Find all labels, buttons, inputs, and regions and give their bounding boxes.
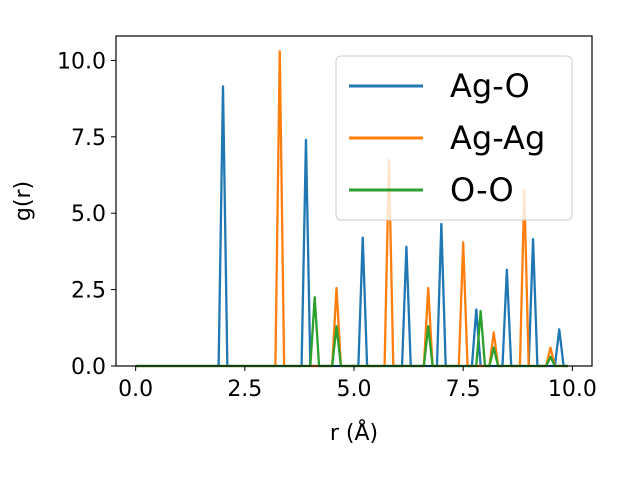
legend: Ag-O Ag-Ag O-O	[335, 55, 573, 221]
legend-label-ag-o: Ag-O	[450, 67, 530, 105]
legend-label-o-o: O-O	[450, 171, 514, 209]
y-axis: 0.0 2.5 5.0 7.5 10.0	[57, 49, 116, 380]
y-tick-label: 2.5	[71, 279, 106, 304]
legend-label-ag-ag: Ag-Ag	[450, 119, 545, 157]
y-axis-label: g(r)	[11, 181, 36, 221]
y-tick-label: 10.0	[57, 49, 106, 74]
x-tick-label: 5.0	[337, 377, 372, 402]
y-tick-label: 0.0	[71, 355, 106, 380]
y-tick-label: 5.0	[71, 202, 106, 227]
series-line-ag-o	[135, 85, 568, 368]
x-tick-label: 10.0	[548, 377, 597, 402]
x-axis-label: r (Å)	[330, 419, 378, 446]
legend-box	[335, 55, 573, 221]
x-tick-label: 0.0	[118, 377, 153, 402]
x-axis: 0.0 2.5 5.0 7.5 10.0	[118, 366, 597, 402]
x-tick-label: 7.5	[446, 377, 481, 402]
y-tick-label: 7.5	[71, 126, 106, 151]
x-tick-label: 2.5	[227, 377, 262, 402]
